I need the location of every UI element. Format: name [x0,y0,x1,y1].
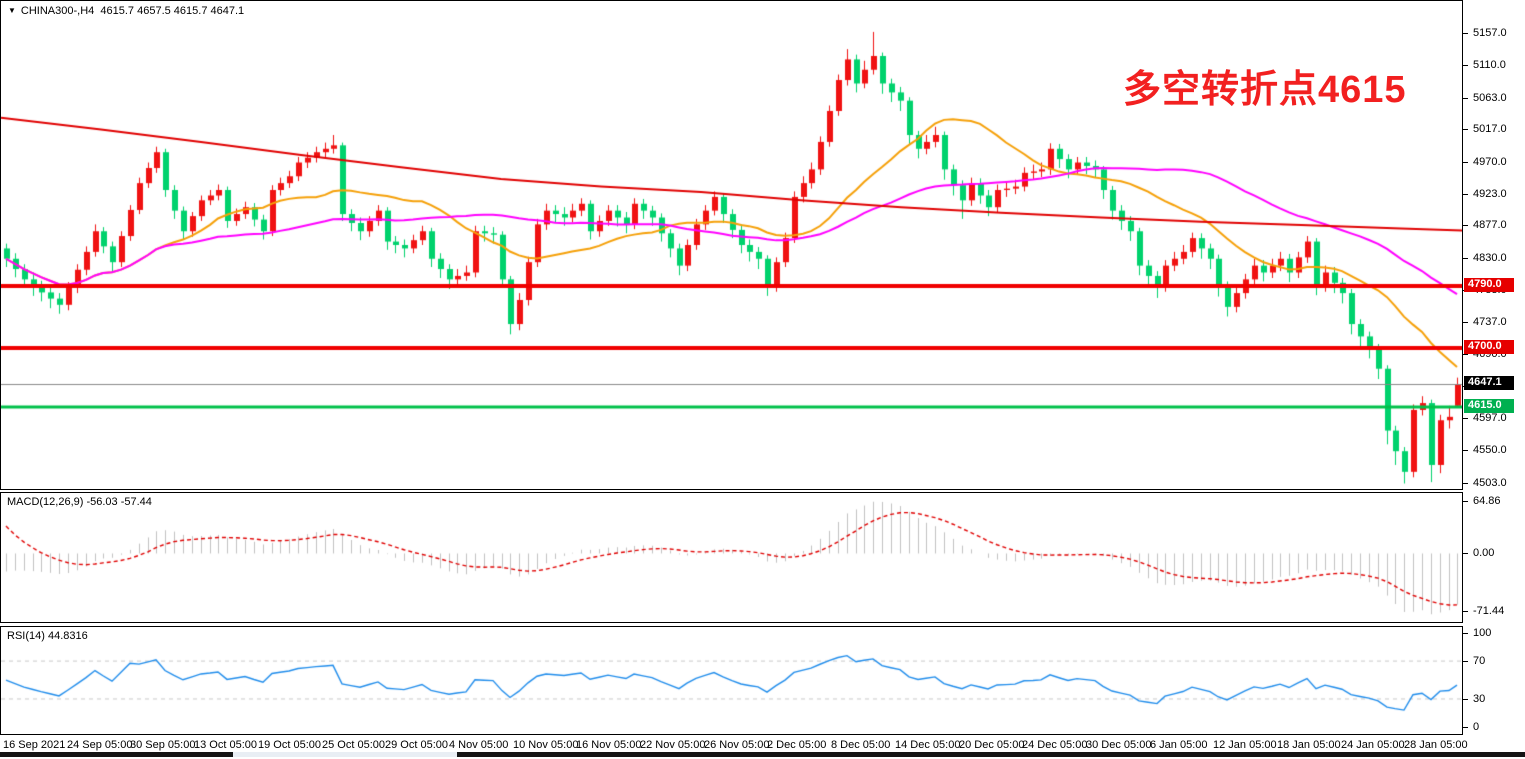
rsi-axis-label: 70 [1473,655,1486,667]
date-axis-label: 2 Dec 05:00 [767,739,827,751]
macd-label: MACD(12,26,9) -56.03 -57.44 [7,496,152,508]
date-axis-label: 6 Jan 05:00 [1150,739,1208,751]
date-axis-label: 16 Sep 2021 [3,739,66,751]
macd-panel: MACD(12,26,9) -56.03 -57.44 [0,492,1463,623]
date-axis-label: 8 Dec 05:00 [831,739,891,751]
date-axis-label: 12 Jan 05:00 [1213,739,1277,751]
date-axis-label: 20 Dec 05:00 [959,739,1025,751]
axis-tick [1463,699,1468,700]
axis-tick [1463,354,1468,355]
price-axis-label: 5110.0 [1473,59,1506,71]
axis-tick [1463,727,1468,728]
axis-tick [1463,225,1468,226]
date-axis-label: 16 Nov 05:00 [576,739,642,751]
macd-axis-label: -71.44 [1473,605,1505,617]
main-chart-canvas[interactable] [1,1,1462,489]
date-axis-label: 26 Nov 05:00 [704,739,770,751]
date-axis-label: 28 Jan 05:00 [1404,739,1468,751]
macd-canvas[interactable] [1,493,1462,622]
axis-tick [1463,553,1468,554]
annotation-text: 多空转折点4615 [1123,69,1407,111]
symbol-label: CHINA300-,H4 [20,5,95,17]
price-axis-label: 4737.0 [1473,316,1507,328]
price-axis-label: 4503.0 [1473,477,1507,489]
axis-tick [1463,65,1468,66]
axis-tick [1463,418,1468,419]
level-price-badge: 4615.0 [1464,399,1514,413]
axis-tick [1463,501,1468,502]
axis-tick [1463,633,1468,634]
horizontal-scrollbar[interactable] [0,752,1525,757]
axis-tick [1463,322,1468,323]
axis-tick [1463,33,1468,34]
price-axis-label: 5017.0 [1473,123,1507,135]
price-axis-column: 5157.0 5110.0 5063.0 5017.0 4970.0 4923.0 4877… [1463,0,1525,759]
date-axis-label: 10 Nov 05:00 [513,739,579,751]
price-axis-label: 5063.0 [1473,92,1507,104]
symbol-dropdown-icon[interactable]: ▼ [8,6,16,15]
axis-tick [1463,162,1468,163]
macd-axis-label: 0.00 [1473,547,1495,559]
date-axis-label: 14 Dec 05:00 [895,739,961,751]
macd-axis-label: 64.86 [1473,495,1501,507]
axis-tick [1463,483,1468,484]
date-axis-label: 19 Oct 05:00 [258,739,321,751]
price-axis-label: 4970.0 [1473,156,1507,168]
date-axis-label: 24 Dec 05:00 [1022,739,1088,751]
date-axis-label: 13 Oct 05:00 [194,739,257,751]
price-axis-label: 4597.0 [1473,412,1507,424]
price-axis-label: 4550.0 [1473,444,1507,456]
axis-tick [1463,258,1468,259]
date-axis-label: 4 Nov 05:00 [449,739,509,751]
scrollbar-thumb[interactable] [233,752,457,757]
date-axis-label: 30 Dec 05:00 [1086,739,1152,751]
date-axis-label: 22 Nov 05:00 [640,739,706,751]
ohlc-readout: 4615.7 4657.5 4615.7 4647.1 [100,5,245,17]
rsi-canvas[interactable] [1,627,1462,734]
date-axis-label: 24 Sep 05:00 [67,739,133,751]
axis-tick [1463,98,1468,99]
rsi-panel: RSI(14) 44.8316 [0,626,1463,735]
level-price-badge: 4700.0 [1464,340,1514,354]
date-axis-label: 18 Jan 05:00 [1277,739,1341,751]
date-axis-label: 24 Jan 05:00 [1341,739,1405,751]
level-price-badge: 4790.0 [1464,278,1514,292]
current-price-badge: 4647.1 [1464,376,1514,390]
price-axis-label: 4923.0 [1473,188,1507,200]
date-axis-label: 25 Oct 05:00 [322,739,385,751]
rsi-axis-label: 100 [1473,627,1492,639]
axis-tick [1463,611,1468,612]
date-axis: 16 Sep 2021 24 Sep 05:00 30 Sep 05:00 13 Oc… [0,739,1468,755]
rsi-label: RSI(14) 44.8316 [7,630,88,642]
price-axis-label: 4830.0 [1473,252,1507,264]
price-axis-label: 5157.0 [1473,27,1507,39]
main-chart-panel: ▼ CHINA300-,H4 4615.7 4657.5 4615.7 4647.… [0,0,1463,490]
rsi-axis-label: 0 [1473,721,1480,733]
axis-tick [1463,661,1468,662]
axis-tick [1463,129,1468,130]
chart-title-bar[interactable]: ▼ CHINA300-,H4 4615.7 4657.5 4615.7 4647.… [8,5,244,17]
price-axis-label: 4877.0 [1473,219,1507,231]
rsi-axis-label: 30 [1473,693,1486,705]
date-axis-label: 29 Oct 05:00 [385,739,448,751]
axis-tick [1463,194,1468,195]
date-axis-label: 30 Sep 05:00 [130,739,196,751]
axis-tick [1463,450,1468,451]
